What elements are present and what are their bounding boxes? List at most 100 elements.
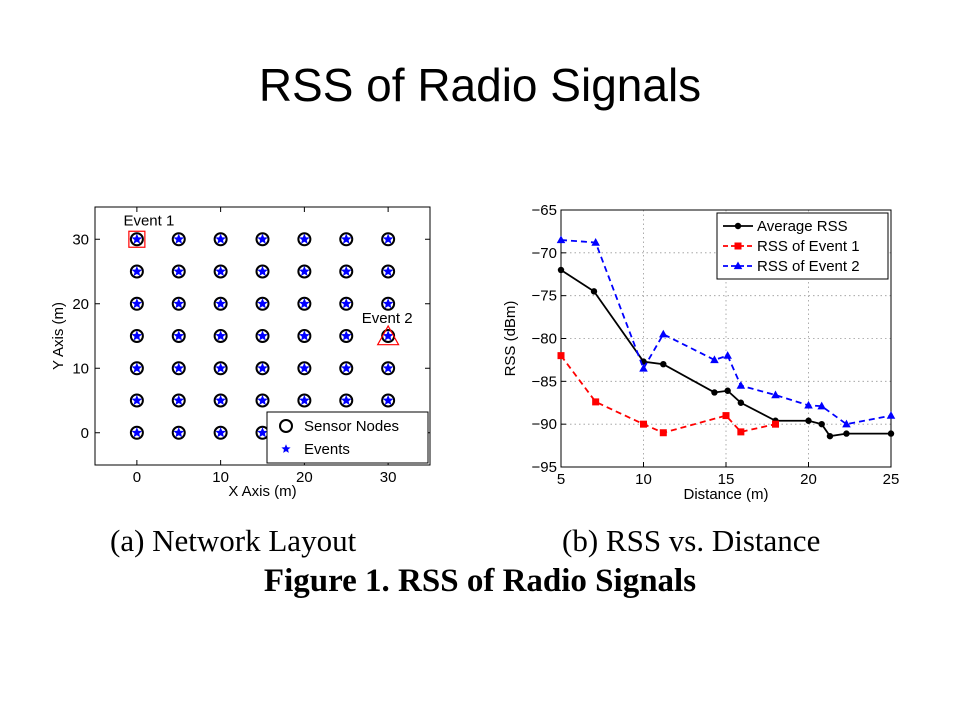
legend-rss-event-1-symbol: [734, 242, 742, 250]
event-point: [215, 298, 226, 309]
x-tick-label: 25: [883, 471, 900, 488]
event-point: [215, 330, 226, 341]
sensor-node-point: [339, 296, 354, 311]
event-point: [257, 265, 268, 277]
x-tick-label: 15: [718, 471, 735, 488]
y-tick-label: 20: [72, 296, 89, 313]
sensor-node-point: [213, 329, 228, 343]
sensor-node-point: [339, 329, 354, 343]
y-tick-label: −85: [532, 373, 557, 390]
y-tick-label: −80: [532, 331, 557, 348]
x-tick-label: 0: [133, 469, 141, 486]
sensor-node-point: [129, 329, 144, 343]
event-point: [131, 233, 143, 244]
rss-event-1-point: [772, 420, 779, 428]
sensor-node-point: [297, 232, 312, 247]
event-1-square-marker: [128, 230, 146, 248]
sensor-node-point: [381, 232, 396, 247]
average-rss-point: [818, 420, 825, 428]
sensor-node-point: [129, 296, 144, 311]
legend-a-box: [266, 411, 429, 464]
event-point: [173, 427, 185, 438]
sensor-node-point: [129, 425, 144, 440]
sensor-node-point: [297, 264, 312, 279]
event-point: [299, 362, 310, 373]
event-2-triangle-marker: [376, 324, 400, 346]
rss-event-2-point: [723, 351, 732, 359]
rss-event-1-point: [722, 412, 730, 420]
rss-distance-chart: 5 10 15 20 25 −65 −70 −75 −80 −85 −90 −95 Distance (…: [502, 202, 900, 503]
event-point: [131, 330, 143, 341]
sensor-node-point: [213, 296, 228, 311]
x-tick-label: 20: [800, 471, 817, 488]
sensor-node-point: [339, 393, 354, 408]
event-point: [131, 427, 143, 438]
legend-average-rss-label: Average RSS: [757, 218, 848, 235]
rss-event-2-point: [842, 419, 851, 428]
y-tick-label: −90: [532, 416, 557, 433]
event-point: [382, 265, 394, 277]
event-point: [340, 233, 352, 244]
event-point: [257, 362, 268, 373]
sensor-node-point: [339, 232, 354, 247]
rss-event-1-point: [592, 398, 600, 406]
event-point: [299, 394, 310, 406]
sensor-node-point: [255, 232, 270, 247]
event-point: [257, 298, 268, 309]
legend-rss-event-2-label: RSS of Event 2: [757, 258, 860, 275]
event-point: [173, 394, 185, 406]
event-point: [173, 330, 185, 341]
y-tick-label: −70: [532, 245, 557, 262]
event-point: [257, 427, 268, 438]
event-point: [173, 362, 185, 373]
rss-event-2-point: [817, 401, 826, 410]
rss-event-2-point: [710, 355, 719, 364]
y-tick-label: 30: [72, 231, 89, 248]
sensor-node-point: [129, 361, 144, 376]
sensor-node-point: [213, 425, 228, 440]
x-axis-label: X Axis (m): [228, 483, 296, 500]
sensor-node-point: [255, 296, 270, 311]
sensor-node-point: [171, 232, 186, 247]
event-point: [131, 265, 143, 277]
y-axis-label: RSS (dBm): [502, 301, 519, 377]
legend-events-symbol: [281, 444, 291, 453]
event-2-label: Event 2: [362, 310, 413, 327]
event-point: [382, 298, 394, 309]
rss-event-1-point: [640, 420, 647, 428]
event-point: [215, 265, 226, 277]
rss-event-2-point: [804, 400, 813, 409]
event-point: [382, 233, 394, 244]
sensor-node-point: [129, 393, 144, 408]
legend-b-box: [716, 212, 889, 280]
sensor-node-point: [255, 361, 270, 376]
event-point: [340, 362, 352, 373]
average-rss-point: [843, 430, 850, 437]
event-point: [299, 233, 310, 244]
sensor-node-point: [129, 264, 144, 279]
sensor-node-point: [213, 393, 228, 408]
sensor-node-point: [297, 361, 312, 376]
event-point: [257, 330, 268, 341]
event-point: [340, 265, 352, 277]
event-point: [382, 362, 394, 373]
average-rss-point: [711, 389, 718, 396]
event-point: [340, 394, 352, 406]
y-tick-label: −95: [532, 459, 557, 476]
sensor-node-point: [339, 361, 354, 376]
y-tick-label: −65: [532, 202, 557, 219]
rss-event-2-point: [556, 235, 566, 244]
legend-events-label: Events: [304, 441, 350, 458]
sensor-node-point: [255, 393, 270, 408]
rss-event-2-point: [771, 390, 780, 399]
sensor-node-point: [297, 329, 312, 343]
y-tick-label: 10: [72, 360, 89, 377]
caption-a: (a) Network Layout: [110, 523, 357, 558]
event-point: [131, 394, 143, 406]
average-rss-point: [805, 417, 812, 424]
average-rss-point: [826, 432, 834, 440]
rss-event-2-point: [886, 411, 896, 419]
legend-rss-event-2-symbol: [733, 261, 743, 270]
event-point: [340, 298, 352, 309]
sensor-node-point: [171, 425, 186, 440]
